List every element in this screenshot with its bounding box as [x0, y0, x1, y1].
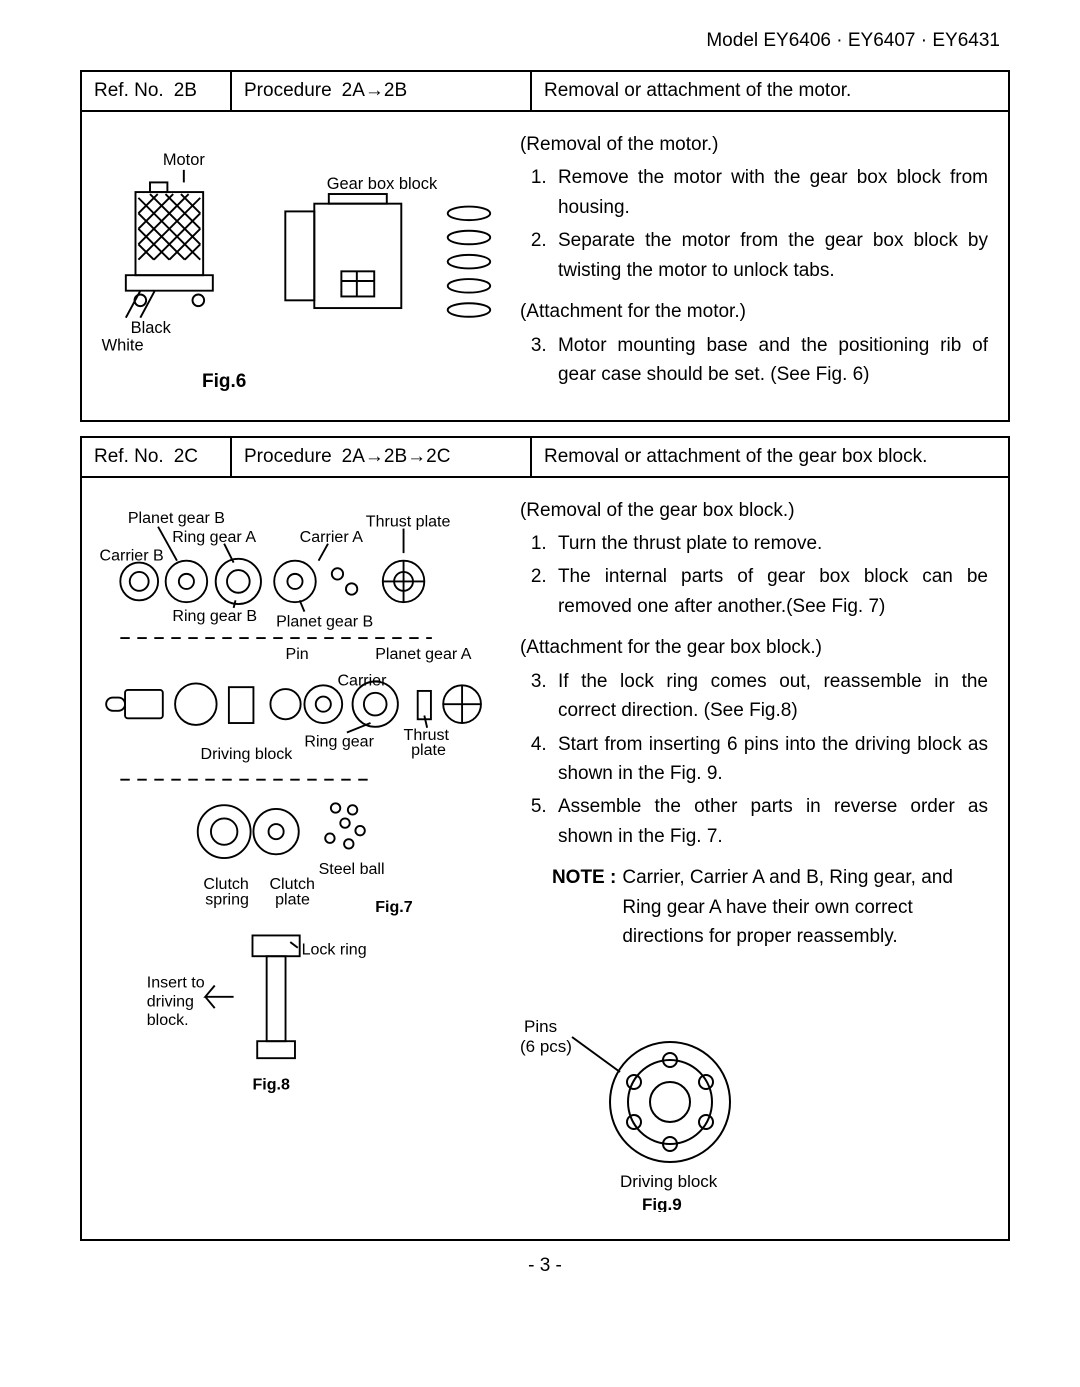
attach-2c-1: If the lock ring comes out, reassemble i…	[552, 667, 988, 726]
proc-label-2c: Procedure	[244, 446, 332, 468]
label-gearbox: Gear box block	[327, 175, 438, 193]
lbl-thrust-plate: Thrust plate	[366, 512, 451, 530]
fig6-caption: Fig.6	[202, 371, 498, 393]
note-row: NOTE : Carrier, Carrier A and B, Ring ge…	[520, 863, 988, 951]
attach-title-2c: (Attachment for the gear box block.)	[520, 633, 988, 662]
text-2c: (Removal of the gear box block.) Turn th…	[508, 478, 1008, 1240]
lbl-planet-gear-b: Planet gear B	[128, 508, 225, 526]
fig7-9-svg: Planet gear B Ring gear A Carrier A Thru…	[92, 488, 498, 1128]
diagram-2b: Motor Black White Gear box	[82, 112, 508, 420]
content-row-2b: Motor Black White Gear box	[82, 112, 1008, 420]
note-label: NOTE :	[552, 863, 622, 951]
lbl-ring-gear-b: Ring gear B	[172, 607, 257, 625]
page-number: - 3 -	[80, 1255, 1010, 1277]
section-2c: Ref. No. 2C Procedure 2A→2B→2C Removal o…	[80, 436, 1010, 1242]
lbl-ring-gear-a: Ring gear A	[172, 527, 256, 545]
attach-item-1: Motor mounting base and the positioning …	[552, 331, 988, 390]
attach-2c-3: Assemble the other parts in reverse orde…	[552, 792, 988, 851]
lbl-driving-block: Driving block	[201, 744, 294, 762]
desc-text-2c: Removal or attachment of the gear box bl…	[544, 446, 927, 468]
lbl-carrier-b: Carrier B	[100, 546, 164, 564]
removal-title-2c: (Removal of the gear box block.)	[520, 496, 988, 525]
note-body: Carrier, Carrier A and B, Ring gear, and…	[622, 863, 988, 951]
lbl-carrier-a: Carrier A	[300, 527, 364, 545]
diagram-2c: Planet gear B Ring gear A Carrier A Thru…	[82, 478, 508, 1240]
header-row-2b: Ref. No. 2B Procedure 2A→2B Removal or a…	[82, 72, 1008, 112]
proc-cell-2b: Procedure 2A→2B	[232, 72, 532, 110]
label-white: White	[102, 337, 144, 355]
model-line: Model EY6406 · EY6407 · EY6431	[80, 30, 1010, 52]
lbl-driving-block2: Driving block	[620, 1172, 718, 1191]
proc-value-2c: 2A→2B→2C	[342, 446, 451, 468]
removal-2c-1: Turn the thrust plate to remove.	[552, 529, 988, 558]
proc-cell-2c: Procedure 2A→2B→2C	[232, 438, 532, 476]
ref-label: Ref. No.	[94, 80, 164, 102]
svg-text:Insert to: Insert to	[147, 973, 205, 991]
removal-list-2b: Remove the motor with the gear box block…	[520, 163, 988, 285]
fig9-area: Pins (6 pcs) Driving	[520, 1012, 988, 1221]
lbl-pin: Pin	[286, 644, 309, 662]
proc-label: Procedure	[244, 80, 332, 102]
svg-text:spring: spring	[205, 890, 249, 908]
removal-list-2c: Turn the thrust plate to remove. The int…	[520, 529, 988, 621]
svg-text:plate: plate	[411, 741, 446, 759]
removal-item-1: Remove the motor with the gear box block…	[552, 163, 988, 222]
label-motor: Motor	[163, 151, 206, 169]
desc-cell-2c: Removal or attachment of the gear box bl…	[532, 438, 1008, 476]
svg-text:driving: driving	[147, 992, 194, 1010]
desc-text: Removal or attachment of the motor.	[544, 80, 851, 102]
lbl-planet-gear-a: Planet gear A	[375, 644, 472, 662]
ref-cell-2c: Ref. No. 2C	[82, 438, 232, 476]
header-row-2c: Ref. No. 2C Procedure 2A→2B→2C Removal o…	[82, 438, 1008, 478]
removal-item-2: Separate the motor from the gear box blo…	[552, 226, 988, 285]
label-black: Black	[131, 319, 172, 337]
attach-list-2b: Motor mounting base and the positioning …	[520, 331, 988, 390]
desc-cell-2b: Removal or attachment of the motor.	[532, 72, 1008, 110]
lbl-ring-gear: Ring gear	[304, 732, 374, 750]
svg-text:plate: plate	[275, 890, 310, 908]
ref-label-2c: Ref. No.	[94, 446, 164, 468]
attach-title-2b: (Attachment for the motor.)	[520, 297, 988, 326]
attach-list-2c: If the lock ring comes out, reassemble i…	[520, 667, 988, 852]
content-row-2c: Planet gear B Ring gear A Carrier A Thru…	[82, 478, 1008, 1240]
removal-2c-2: The internal parts of gear box block can…	[552, 562, 988, 621]
attach-2c-2: Start from inserting 6 pins into the dri…	[552, 730, 988, 789]
svg-text:(6 pcs): (6 pcs)	[520, 1037, 572, 1056]
page: Model EY6406 · EY6407 · EY6431 Ref. No. …	[0, 0, 1080, 1317]
fig7-caption: Fig.7	[375, 897, 412, 915]
fig9-svg: Pins (6 pcs) Driving	[520, 1012, 780, 1212]
section-2b: Ref. No. 2B Procedure 2A→2B Removal or a…	[80, 70, 1010, 422]
svg-text:block.: block.	[147, 1011, 189, 1029]
fig9-caption: Fig.9	[642, 1195, 682, 1212]
fig8-caption: Fig.8	[252, 1075, 289, 1093]
lbl-steel-ball: Steel ball	[319, 860, 385, 878]
ref-value: 2B	[174, 80, 197, 102]
proc-value: 2A→2B	[342, 80, 407, 102]
lbl-pins: Pins	[524, 1017, 557, 1036]
lbl-planet-gear-b2: Planet gear B	[276, 612, 373, 630]
fig6-svg: Motor Black White Gear box	[92, 132, 498, 372]
ref-value-2c: 2C	[174, 446, 198, 468]
ref-cell-2b: Ref. No. 2B	[82, 72, 232, 110]
removal-title-2b: (Removal of the motor.)	[520, 130, 988, 159]
lbl-lock-ring: Lock ring	[302, 940, 367, 958]
text-2b: (Removal of the motor.) Remove the motor…	[508, 112, 1008, 420]
